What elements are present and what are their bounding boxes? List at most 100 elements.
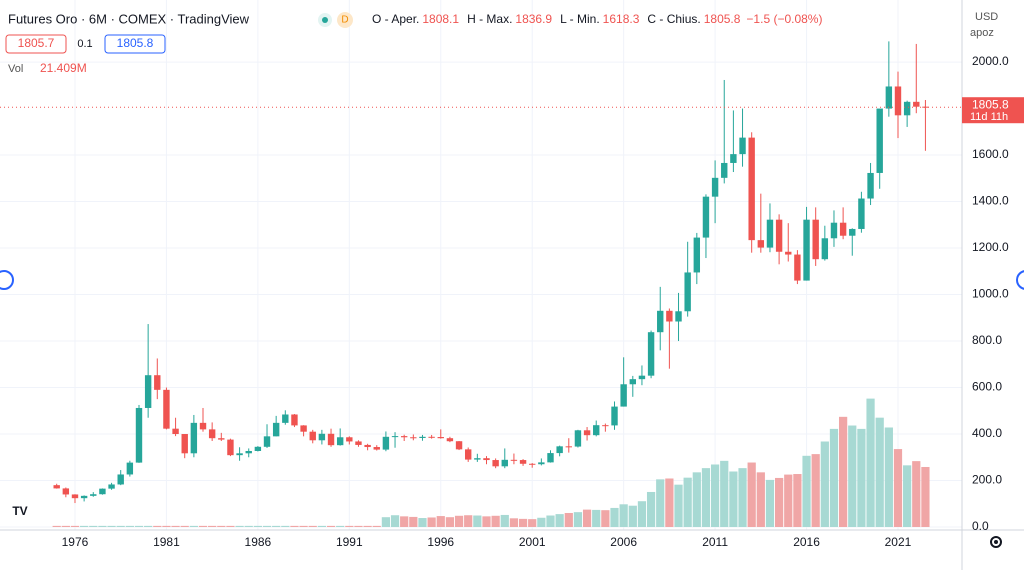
volume-bar bbox=[537, 517, 546, 527]
x-tick-label: 1991 bbox=[336, 535, 363, 549]
volume-bar bbox=[409, 516, 418, 527]
candle-body bbox=[757, 240, 765, 248]
scale-mode: apoz bbox=[970, 27, 994, 39]
candle-body bbox=[666, 310, 673, 322]
candle-body bbox=[492, 460, 499, 467]
status-dot bbox=[322, 17, 328, 23]
volume-bar bbox=[262, 525, 272, 527]
spread: 0.1 bbox=[77, 38, 92, 50]
axes: 0.0 200.0 400.0 600.0 800.0 1000.0 1200.0 1400.… bbox=[62, 54, 1024, 549]
x-tick-label: 1981 bbox=[153, 535, 180, 549]
candle-body bbox=[602, 425, 609, 427]
candle-body bbox=[99, 488, 106, 495]
volume-bar bbox=[628, 505, 637, 527]
candle-body bbox=[885, 86, 893, 109]
candle-body bbox=[693, 237, 701, 273]
candle-body bbox=[913, 101, 920, 107]
volume-bar bbox=[454, 515, 464, 527]
volume-bar bbox=[326, 525, 336, 527]
volume-bar bbox=[125, 525, 134, 527]
y-tick-label: 0.0 bbox=[972, 519, 989, 533]
logo-box bbox=[6, 500, 34, 522]
volume-bar bbox=[244, 525, 253, 527]
candle-body bbox=[620, 384, 627, 407]
volume-bar bbox=[381, 517, 391, 527]
candle-body bbox=[318, 433, 326, 441]
candle-body bbox=[327, 433, 335, 446]
candle-body bbox=[510, 459, 518, 461]
gear[interactable] bbox=[990, 536, 1002, 548]
candle-body bbox=[190, 422, 198, 454]
volume-bar bbox=[811, 454, 820, 527]
volume-bar bbox=[52, 525, 61, 527]
candle-body bbox=[794, 254, 801, 281]
candle-body bbox=[830, 222, 838, 239]
candle-body bbox=[501, 459, 508, 467]
candle-body bbox=[400, 436, 408, 438]
ohlc-value: 1808.1 bbox=[422, 12, 459, 26]
volume-bar bbox=[683, 477, 692, 527]
candle-body bbox=[867, 172, 874, 199]
candle-body bbox=[181, 434, 188, 454]
volume-bar bbox=[418, 518, 427, 527]
ask-price: 1805.8 bbox=[117, 36, 154, 50]
volume-bar bbox=[427, 517, 436, 527]
x-tick-label: 2001 bbox=[519, 535, 546, 549]
candle-body bbox=[227, 439, 234, 456]
volume-bar bbox=[820, 441, 829, 527]
volume-bar bbox=[372, 525, 381, 527]
volume-bar bbox=[134, 525, 144, 527]
volume-bar bbox=[747, 462, 756, 527]
volume-bar bbox=[345, 525, 354, 527]
x-tick-label: 1996 bbox=[427, 535, 454, 549]
settings[interactable] bbox=[990, 536, 1002, 548]
volume-bar bbox=[226, 525, 235, 527]
candle-body bbox=[62, 488, 70, 495]
volume-bar bbox=[70, 525, 80, 527]
volume-bar bbox=[400, 516, 409, 527]
scroll-handle[interactable] bbox=[1016, 270, 1024, 290]
candle-body bbox=[583, 430, 591, 436]
volume-bar bbox=[235, 525, 244, 527]
candle-body bbox=[437, 437, 444, 439]
candle-body bbox=[538, 462, 545, 465]
gear-hub[interactable] bbox=[994, 540, 998, 544]
volume-bar bbox=[390, 515, 400, 527]
volume-bar bbox=[473, 515, 482, 527]
ohlc-value: 1805.8 bbox=[704, 12, 741, 26]
candle-body bbox=[766, 219, 774, 248]
volume-bar bbox=[445, 517, 455, 527]
candle-body bbox=[382, 436, 390, 450]
volume-bar bbox=[720, 460, 729, 527]
volume-bar bbox=[253, 525, 262, 527]
candle-body bbox=[922, 106, 929, 108]
x-tick-label: 2016 bbox=[793, 535, 820, 549]
badge bbox=[337, 12, 353, 28]
candle-body bbox=[391, 436, 399, 438]
candle-body bbox=[574, 430, 582, 447]
candle-body bbox=[464, 449, 472, 460]
candle-body bbox=[199, 422, 207, 430]
candle-body bbox=[803, 219, 810, 281]
y-tick-label: 1400.0 bbox=[972, 194, 1009, 208]
volume-bar bbox=[89, 525, 98, 527]
ohlc-value: 1836.9 bbox=[515, 12, 552, 26]
grid bbox=[0, 0, 962, 530]
candle-body bbox=[254, 446, 262, 451]
ohlc-legend: O - Aper. 1808.1 H - Max. 1836.9 L - Min. 161… bbox=[372, 12, 822, 26]
volume-bar bbox=[198, 525, 208, 527]
candle-body bbox=[291, 414, 298, 426]
volume-bar bbox=[500, 514, 509, 527]
candle-body bbox=[208, 429, 216, 439]
volume-bar bbox=[546, 515, 555, 527]
scroll-handle[interactable] bbox=[0, 270, 14, 290]
volume-bar bbox=[555, 514, 564, 527]
candle-body bbox=[519, 460, 527, 464]
ask-box bbox=[104, 34, 166, 54]
volume-bar bbox=[848, 425, 857, 527]
candle-body bbox=[336, 437, 344, 446]
candle-body bbox=[675, 311, 682, 322]
x-tick-label: 2021 bbox=[885, 535, 912, 549]
y-tick-label: 1000.0 bbox=[972, 287, 1009, 301]
candle-body bbox=[647, 332, 655, 376]
